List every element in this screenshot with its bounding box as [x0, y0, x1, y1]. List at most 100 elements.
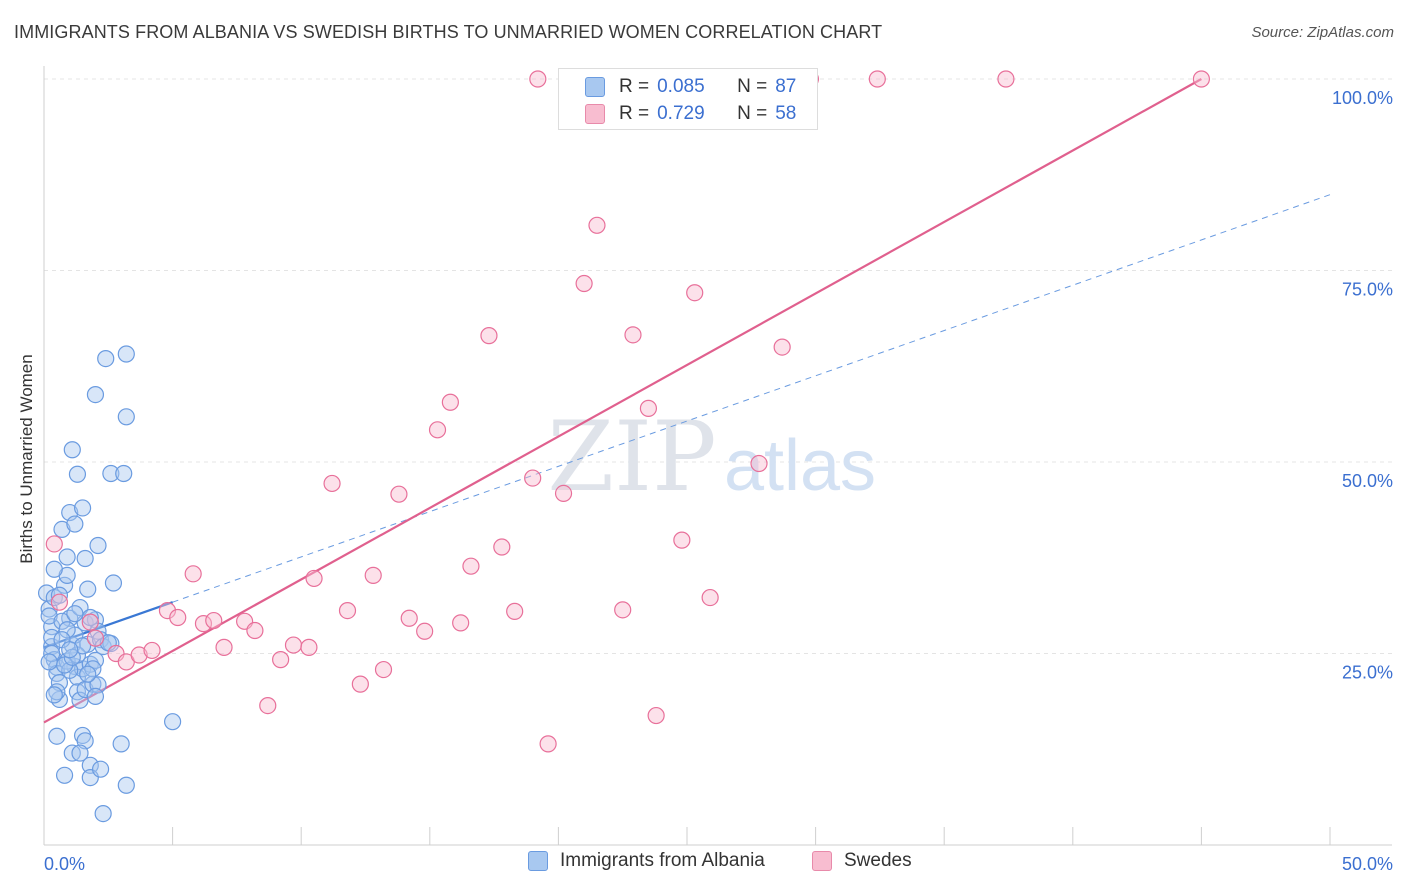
data-point[interactable]	[284, 636, 303, 654]
data-point[interactable]	[158, 602, 177, 620]
data-point[interactable]	[45, 560, 63, 578]
data-point[interactable]	[61, 641, 79, 659]
data-point[interactable]	[48, 683, 66, 701]
data-point[interactable]	[79, 665, 97, 683]
data-point[interactable]	[428, 421, 447, 439]
data-point[interactable]	[86, 687, 105, 705]
data-point[interactable]	[86, 385, 105, 404]
data-point[interactable]	[246, 621, 264, 640]
data-point[interactable]	[81, 613, 99, 631]
data-point[interactable]	[529, 70, 547, 88]
data-point[interactable]	[506, 602, 524, 620]
data-point[interactable]	[79, 580, 97, 598]
data-point[interactable]	[115, 464, 133, 483]
data-point[interactable]	[205, 611, 223, 630]
data-point[interactable]	[614, 601, 632, 619]
data-point[interactable]	[169, 608, 187, 627]
data-point[interactable]	[58, 548, 76, 566]
data-point[interactable]	[554, 484, 573, 503]
data-point[interactable]	[686, 284, 704, 302]
data-point[interactable]	[624, 326, 642, 344]
data-point[interactable]	[71, 744, 89, 762]
data-point[interactable]	[524, 469, 542, 487]
data-point[interactable]	[215, 638, 233, 656]
data-point[interactable]	[86, 629, 105, 647]
data-point[interactable]	[117, 345, 135, 363]
r-value: 0.729	[657, 103, 705, 124]
data-point[interactable]	[50, 593, 69, 611]
data-point[interactable]	[588, 216, 606, 234]
data-point[interactable]	[40, 607, 58, 625]
data-point[interactable]	[750, 454, 768, 473]
data-point[interactable]	[647, 706, 665, 725]
data-point[interactable]	[390, 485, 408, 503]
data-point[interactable]	[102, 464, 120, 483]
data-point[interactable]	[351, 675, 369, 693]
data-point[interactable]	[91, 760, 110, 778]
data-point[interactable]	[130, 646, 148, 664]
data-point[interactable]	[97, 349, 115, 368]
data-point[interactable]	[68, 465, 87, 483]
data-point[interactable]	[45, 686, 63, 704]
watermark-atlas: atlas	[724, 426, 876, 506]
legend-item-swedes[interactable]: Swedes	[812, 850, 912, 872]
data-point[interactable]	[164, 713, 182, 731]
data-point[interactable]	[868, 70, 886, 88]
data-point[interactable]	[673, 531, 691, 549]
data-point[interactable]	[272, 651, 290, 669]
data-point[interactable]	[66, 605, 84, 623]
legend-swatch-albania	[528, 851, 548, 871]
data-point[interactable]	[184, 565, 202, 583]
data-point[interactable]	[55, 766, 74, 784]
data-point[interactable]	[143, 641, 161, 660]
data-point[interactable]	[416, 622, 434, 640]
data-point[interactable]	[40, 653, 58, 671]
data-point[interactable]	[997, 70, 1015, 88]
data-point[interactable]	[81, 608, 99, 627]
data-point[interactable]	[452, 614, 470, 632]
data-point[interactable]	[639, 399, 658, 417]
data-point[interactable]	[117, 776, 135, 794]
data-point[interactable]	[53, 520, 71, 539]
data-point[interactable]	[94, 804, 112, 823]
data-point[interactable]	[400, 609, 418, 627]
data-point[interactable]	[50, 586, 69, 604]
data-point[interactable]	[104, 574, 123, 592]
data-point[interactable]	[48, 727, 66, 745]
data-point[interactable]	[462, 557, 480, 575]
data-point[interactable]	[305, 569, 323, 588]
data-point[interactable]	[73, 637, 92, 655]
data-points	[37, 70, 1211, 823]
data-point[interactable]	[1192, 70, 1211, 88]
data-point[interactable]	[76, 549, 94, 568]
data-point[interactable]	[117, 408, 135, 426]
data-point[interactable]	[58, 621, 76, 639]
legend-item-albania[interactable]: Immigrants from Albania	[528, 850, 765, 872]
data-point[interactable]	[374, 660, 393, 679]
data-point[interactable]	[364, 566, 382, 584]
n-label: N =	[737, 76, 768, 97]
data-point[interactable]	[539, 735, 557, 753]
data-point[interactable]	[194, 615, 213, 633]
data-point[interactable]	[55, 576, 74, 594]
data-point[interactable]	[575, 274, 593, 293]
data-point[interactable]	[73, 499, 92, 517]
data-point[interactable]	[259, 696, 277, 715]
data-point[interactable]	[112, 735, 130, 753]
data-point[interactable]	[323, 474, 341, 493]
data-point[interactable]	[63, 441, 81, 459]
data-point[interactable]	[89, 536, 107, 555]
data-point[interactable]	[701, 588, 719, 607]
data-point[interactable]	[300, 638, 318, 656]
stats-row-albania: R = 0.085 N = 87	[619, 74, 796, 100]
legend-label-albania: Immigrants from Albania	[560, 850, 765, 871]
data-point[interactable]	[493, 538, 511, 556]
data-point[interactable]	[66, 515, 84, 533]
data-point[interactable]	[45, 535, 63, 553]
data-point[interactable]	[338, 602, 357, 620]
data-point[interactable]	[81, 756, 99, 774]
data-point[interactable]	[480, 327, 498, 345]
data-point[interactable]	[773, 338, 791, 356]
data-point[interactable]	[53, 612, 71, 630]
data-point[interactable]	[441, 393, 459, 411]
